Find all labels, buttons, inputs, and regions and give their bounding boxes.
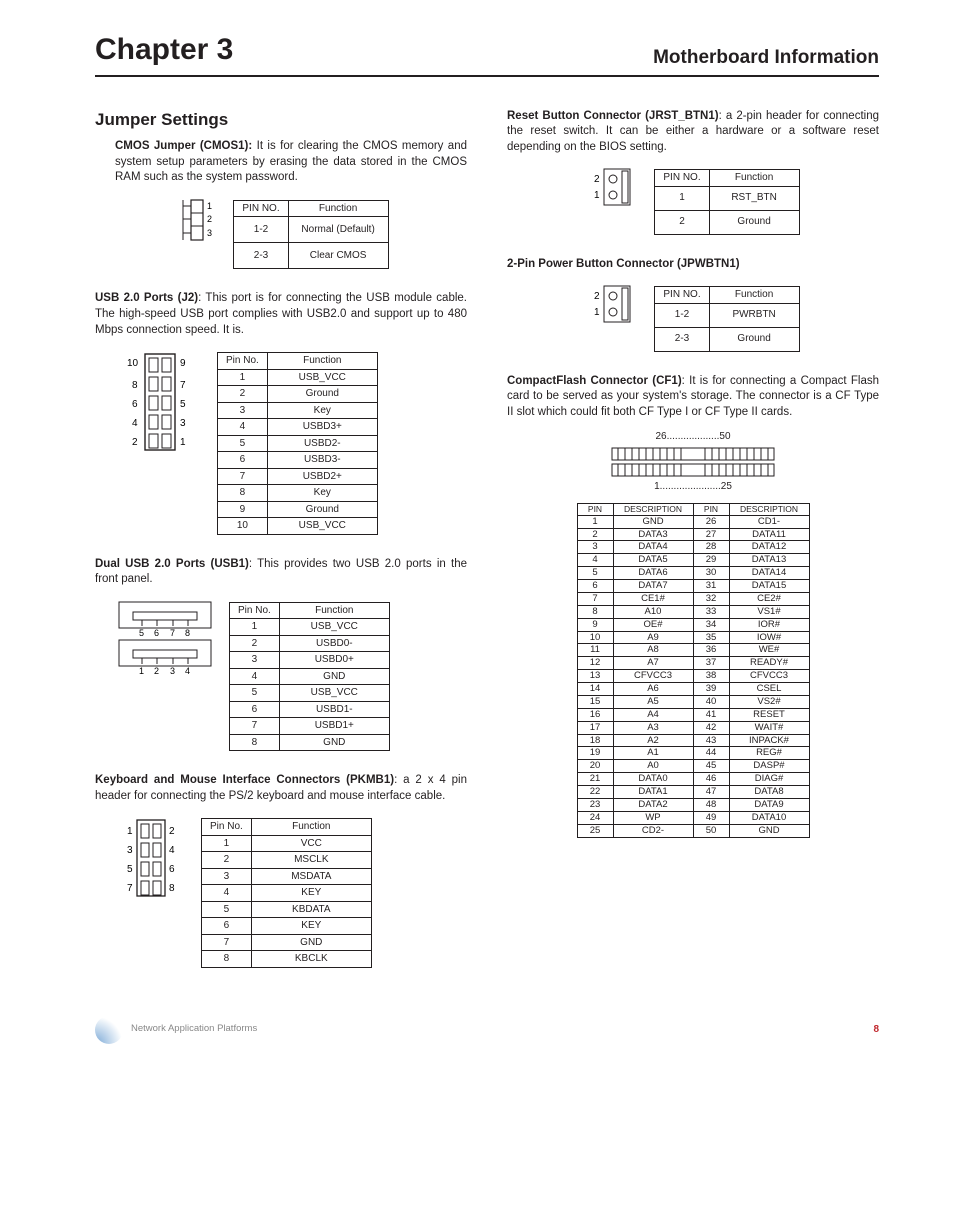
chapter-title: Chapter 3 bbox=[95, 30, 233, 71]
section-title: Jumper Settings bbox=[95, 109, 467, 132]
usb-j2-diagram-row: 10 9 8 7 6 5 4 3 2 1 Pin No.Function1USB_VCC2… bbox=[115, 348, 467, 535]
pwr-title: 2-Pin Power Button Connector (JPWBTN1) bbox=[507, 257, 879, 273]
cf-block: CompactFlash Connector (CF1): It is for … bbox=[507, 374, 879, 838]
usb1-port-icon: 56 78 12 34 bbox=[115, 598, 215, 676]
svg-text:3: 3 bbox=[170, 666, 175, 676]
pwr-block: 2-Pin Power Button Connector (JPWBTN1) 2… bbox=[507, 257, 879, 352]
page-number: 8 bbox=[873, 1023, 879, 1037]
cf-connector-diagram: 26...................50 1...............… bbox=[507, 430, 879, 493]
svg-text:10: 10 bbox=[127, 358, 139, 369]
chapter-header: Chapter 3 Motherboard Information bbox=[95, 30, 879, 77]
svg-text:2: 2 bbox=[132, 437, 138, 448]
cf-title: CompactFlash Connector (CF1) bbox=[507, 375, 682, 387]
usb-j2-header-icon: 10 9 8 7 6 5 4 3 2 1 bbox=[115, 348, 203, 456]
pwr-header-icon: 2 1 bbox=[586, 282, 640, 326]
svg-text:3: 3 bbox=[180, 418, 186, 429]
svg-text:7: 7 bbox=[170, 628, 175, 638]
pkmb1-table: Pin No.Function1VCC2MSCLK3MSDATA4KEY5KBD… bbox=[201, 818, 372, 968]
usb1-diagram-row: 56 78 12 34 Pin No.Function1USB_VCC2USBD… bbox=[115, 598, 467, 752]
usb-j2-title: USB 2.0 Ports (J2) bbox=[95, 292, 198, 304]
svg-text:1: 1 bbox=[207, 201, 212, 211]
svg-text:1: 1 bbox=[594, 307, 600, 318]
pkmb1-text: Keyboard and Mouse Interface Connectors … bbox=[95, 773, 467, 804]
usb1-text: Dual USB 2.0 Ports (USB1): This provides… bbox=[95, 557, 467, 588]
svg-text:7: 7 bbox=[127, 883, 133, 894]
reset-diagram-row: 2 1 PIN NO.Function 1RST_BTN 2Ground bbox=[507, 165, 879, 235]
svg-text:1: 1 bbox=[180, 437, 186, 448]
cmos-block: CMOS Jumper (CMOS1): It is for clearing … bbox=[95, 139, 467, 269]
footer-text: Network Application Platforms bbox=[131, 1023, 257, 1036]
svg-text:5: 5 bbox=[139, 628, 144, 638]
svg-text:4: 4 bbox=[185, 666, 190, 676]
svg-text:6: 6 bbox=[132, 399, 138, 410]
cmos-text: CMOS Jumper (CMOS1): It is for clearing … bbox=[115, 139, 467, 186]
svg-text:6: 6 bbox=[154, 628, 159, 638]
cf-connector-icon bbox=[608, 446, 778, 478]
cmos-diagram-row: 1 2 3 PIN NO.Function 1-2Normal (Default… bbox=[95, 196, 467, 270]
pkmb1-diagram-row: 1 2 3 4 5 6 7 8 Pin No.Function1VCC2MSCLK3MS… bbox=[115, 814, 467, 968]
chapter-subtitle: Motherboard Information bbox=[653, 45, 879, 71]
pkmb1-title: Keyboard and Mouse Interface Connectors … bbox=[95, 774, 394, 786]
cmos-jumper-icon: 1 2 3 bbox=[173, 196, 219, 244]
usb-j2-text: USB 2.0 Ports (J2): This port is for con… bbox=[95, 291, 467, 338]
usb1-title: Dual USB 2.0 Ports (USB1) bbox=[95, 558, 249, 570]
svg-text:2: 2 bbox=[594, 291, 600, 302]
reset-text: Reset Button Connector (JRST_BTN1): a 2-… bbox=[507, 109, 879, 156]
page-footer: Network Application Platforms 8 bbox=[95, 1016, 879, 1044]
svg-text:8: 8 bbox=[132, 380, 138, 391]
svg-text:1: 1 bbox=[139, 666, 144, 676]
cf-label-bottom: 1......................25 bbox=[507, 480, 879, 494]
svg-text:2: 2 bbox=[154, 666, 159, 676]
svg-text:4: 4 bbox=[169, 845, 175, 856]
pwr-table: PIN NO.Function 1-2PWRBTN 2-3Ground bbox=[654, 286, 799, 352]
usb1-block: Dual USB 2.0 Ports (USB1): This provides… bbox=[95, 557, 467, 752]
svg-text:1: 1 bbox=[594, 190, 600, 201]
cmos-title: CMOS Jumper (CMOS1): bbox=[115, 140, 252, 152]
left-column: Jumper Settings CMOS Jumper (CMOS1): It … bbox=[95, 109, 467, 990]
reset-header-icon: 2 1 bbox=[586, 165, 640, 209]
content-columns: Jumper Settings CMOS Jumper (CMOS1): It … bbox=[95, 109, 879, 990]
reset-block: Reset Button Connector (JRST_BTN1): a 2-… bbox=[507, 109, 879, 235]
svg-text:3: 3 bbox=[127, 845, 133, 856]
pkmb1-header-icon: 1 2 3 4 5 6 7 8 bbox=[115, 814, 187, 902]
svg-text:4: 4 bbox=[132, 418, 138, 429]
pwr-diagram-row: 2 1 PIN NO.Function 1-2PWRBTN 2-3Ground bbox=[507, 282, 879, 352]
svg-text:7: 7 bbox=[180, 380, 186, 391]
right-column: Reset Button Connector (JRST_BTN1): a 2-… bbox=[507, 109, 879, 990]
reset-title: Reset Button Connector (JRST_BTN1) bbox=[507, 110, 719, 122]
svg-text:2: 2 bbox=[169, 826, 175, 837]
svg-text:3: 3 bbox=[207, 228, 212, 238]
footer-left: Network Application Platforms bbox=[95, 1016, 257, 1044]
usb1-table: Pin No.Function1USB_VCC2USBD0-3USBD0+4GN… bbox=[229, 602, 390, 752]
footer-logo-icon bbox=[95, 1016, 123, 1044]
svg-text:8: 8 bbox=[185, 628, 190, 638]
svg-text:6: 6 bbox=[169, 864, 175, 875]
pkmb1-block: Keyboard and Mouse Interface Connectors … bbox=[95, 773, 467, 968]
svg-text:2: 2 bbox=[594, 174, 600, 185]
cf-text: CompactFlash Connector (CF1): It is for … bbox=[507, 374, 879, 421]
cf-pinout-table: PINDESCRIPTIONPINDESCRIPTION1GND26CD1-2D… bbox=[577, 503, 810, 838]
cf-label-top: 26...................50 bbox=[507, 430, 879, 444]
svg-text:5: 5 bbox=[180, 399, 186, 410]
usb-j2-block: USB 2.0 Ports (J2): This port is for con… bbox=[95, 291, 467, 534]
usb-j2-table: Pin No.Function1USB_VCC2Ground3Key4USBD3… bbox=[217, 352, 378, 535]
svg-text:8: 8 bbox=[169, 883, 175, 894]
svg-text:2: 2 bbox=[207, 214, 212, 224]
cmos-table: PIN NO.Function 1-2Normal (Default) 2-3C… bbox=[233, 200, 388, 270]
svg-text:5: 5 bbox=[127, 864, 133, 875]
svg-text:1: 1 bbox=[127, 826, 133, 837]
reset-table: PIN NO.Function 1RST_BTN 2Ground bbox=[654, 169, 799, 235]
svg-text:9: 9 bbox=[180, 358, 186, 369]
